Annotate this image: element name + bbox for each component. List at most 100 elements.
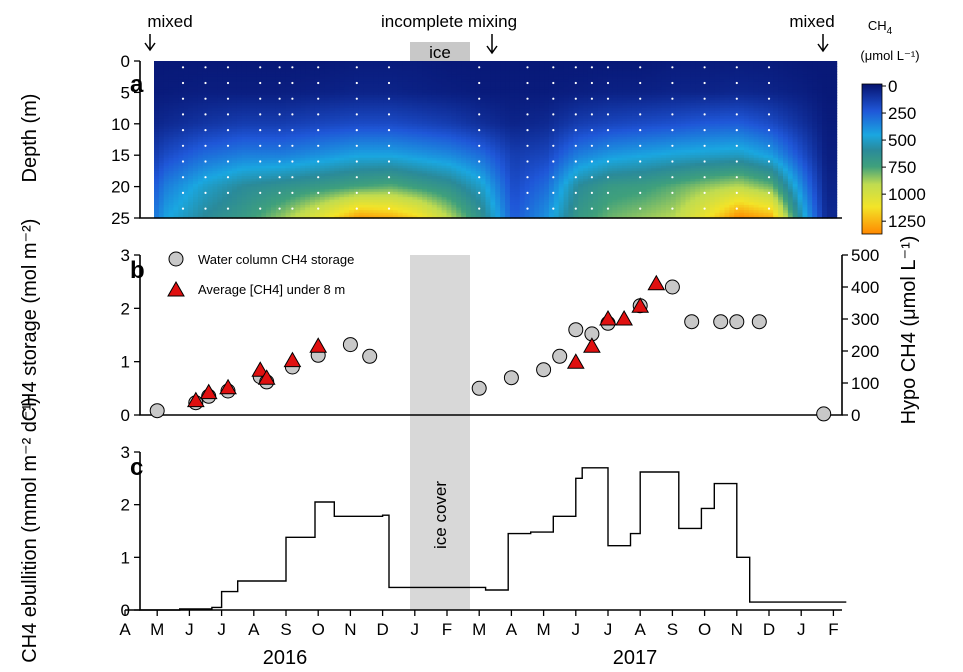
heatmap-cell (280, 176, 287, 180)
heatmap-cell (202, 110, 209, 114)
heatmap-cell (324, 204, 331, 209)
heatmap-cell (407, 102, 413, 107)
heatmap-cell (378, 170, 384, 175)
heatmap-cell (256, 66, 262, 70)
heatmap-cell (383, 61, 389, 65)
heatmap-cell (256, 110, 262, 114)
heatmap-cell (407, 173, 413, 177)
heatmap-cell (168, 170, 175, 175)
heatmap-cell (324, 95, 331, 99)
heatmap-cell (251, 100, 257, 104)
heatmap-cell (202, 142, 209, 146)
heatmap-cell (256, 68, 262, 72)
heatmap-cell (290, 215, 296, 219)
heatmap-cell (173, 97, 179, 101)
heatmap-cell (271, 102, 277, 107)
heatmap-cell (349, 170, 355, 175)
heatmap-cell (168, 147, 175, 151)
heatmap-cell (178, 105, 184, 109)
heatmap-cell (207, 170, 214, 175)
heatmap-cell (319, 181, 326, 185)
heatmap-cell (388, 194, 394, 198)
heatmap-cell (251, 105, 257, 109)
heatmap-cell (407, 184, 413, 188)
heatmap-cell (305, 126, 311, 130)
heatmap-cell (383, 95, 389, 99)
heatmap-cell (349, 108, 355, 112)
heatmap-cell (412, 123, 418, 127)
heatmap-cell (349, 165, 355, 169)
heatmap-cell (266, 155, 272, 159)
heatmap-cell (222, 139, 228, 143)
heatmap-cell (358, 173, 365, 177)
heatmap-cell (353, 95, 360, 99)
heatmap-cell (388, 189, 394, 193)
heatmap-cell (363, 61, 370, 65)
heatmap-cell (334, 204, 340, 209)
heatmap-cell (227, 68, 233, 72)
heatmap-cell (319, 126, 326, 130)
heatmap-cell (232, 144, 238, 148)
heatmap-cell (266, 136, 272, 141)
heatmap-cell (412, 150, 418, 154)
heatmap-cell (275, 105, 282, 109)
heatmap-cell (363, 68, 370, 72)
heatmap-cell (256, 207, 262, 211)
heatmap-cell (246, 165, 253, 169)
heatmap-cell (280, 76, 287, 80)
heatmap-cell (392, 197, 399, 201)
heatmap-cell (378, 184, 384, 188)
heatmap-cell (251, 131, 257, 135)
heatmap-cell (163, 105, 170, 109)
heatmap-cell (353, 184, 360, 188)
heatmap-cell (319, 110, 326, 114)
heatmap-cell (295, 84, 301, 88)
heatmap-cell (163, 115, 170, 120)
heatmap-cell (363, 181, 370, 185)
heatmap-cell (319, 165, 326, 169)
heatmap-cell (319, 210, 326, 214)
heatmap-cell (373, 152, 379, 156)
heatmap-cell (285, 81, 292, 86)
heatmap-cell (407, 100, 413, 104)
heatmap-cell (329, 152, 335, 156)
heatmap-cell (178, 150, 184, 154)
heatmap-cell (266, 199, 272, 203)
heatmap-cell (353, 157, 360, 161)
heatmap-cell (280, 184, 287, 188)
heatmap-cell (368, 84, 374, 88)
heatmap-cell (295, 184, 301, 188)
heatmap-cell (178, 147, 184, 151)
heatmap-cell (349, 199, 355, 203)
heatmap-cell (232, 163, 238, 167)
heatmap-cell (392, 115, 399, 120)
heatmap-cell (183, 74, 189, 78)
heatmap-cell (241, 189, 248, 193)
heatmap-cell (334, 181, 340, 185)
heatmap-cell (236, 71, 243, 75)
heatmap-cell (397, 176, 404, 180)
heatmap-cell (324, 163, 331, 167)
heatmap-cell (300, 210, 306, 214)
heatmap-cell (300, 163, 306, 167)
heatmap-cell (412, 186, 418, 190)
heatmap-cell (256, 150, 262, 154)
heatmap-cell (368, 74, 374, 78)
heatmap-cell (314, 123, 321, 127)
heatmap-cell (412, 108, 418, 112)
heatmap-cell (280, 79, 287, 83)
heatmap-cell (256, 108, 262, 112)
heatmap-cell (193, 197, 199, 201)
heatmap-cell (246, 202, 253, 206)
heatmap-cell (349, 113, 355, 117)
heatmap-cell (378, 189, 384, 193)
heatmap-cell (397, 74, 404, 78)
heatmap-cell (227, 134, 233, 138)
heatmap-cell (227, 71, 233, 75)
heatmap-cell (363, 71, 370, 75)
heatmap-cell (310, 105, 316, 109)
heatmap-cell (397, 134, 404, 138)
heatmap-cell (349, 81, 355, 86)
heatmap-cell (368, 79, 374, 83)
heatmap-cell (344, 81, 350, 86)
